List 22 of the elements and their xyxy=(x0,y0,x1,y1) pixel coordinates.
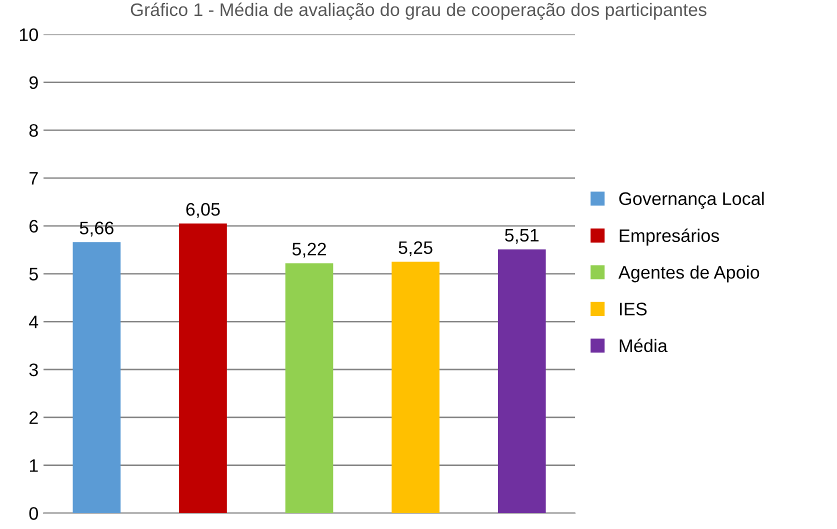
y-tick-label: 3 xyxy=(29,363,38,376)
chart-title: Gráfico 1 - Média de avaliação do grau de cooperação dos participantes xyxy=(130,2,706,20)
y-tick-label: 0 xyxy=(29,507,38,520)
y-tick-label: 7 xyxy=(30,172,38,185)
y-tick-label: 1 xyxy=(30,459,38,472)
y-tick-label: 6 xyxy=(30,220,38,233)
legend-label: Governança Local xyxy=(619,192,764,209)
data-label: 5,66 xyxy=(80,222,114,237)
data-label: 6,05 xyxy=(186,202,220,218)
legend-label: IES xyxy=(620,302,647,316)
y-tick-label: 8 xyxy=(29,124,38,137)
legend-label: Empresários xyxy=(620,228,720,246)
data-label: 5,25 xyxy=(398,241,432,256)
data-label: 5,51 xyxy=(505,229,539,244)
y-tick-label: 10 xyxy=(20,28,38,42)
y-tick-label: 4 xyxy=(29,316,38,328)
y-tick-label: 5 xyxy=(29,268,38,280)
y-tick-label: 9 xyxy=(29,76,38,89)
y-tick-label: 2 xyxy=(30,411,38,424)
legend-label: Agentes de Apoio xyxy=(618,265,760,282)
legend-label: Média xyxy=(620,338,668,352)
data-label: 5,22 xyxy=(292,242,326,258)
